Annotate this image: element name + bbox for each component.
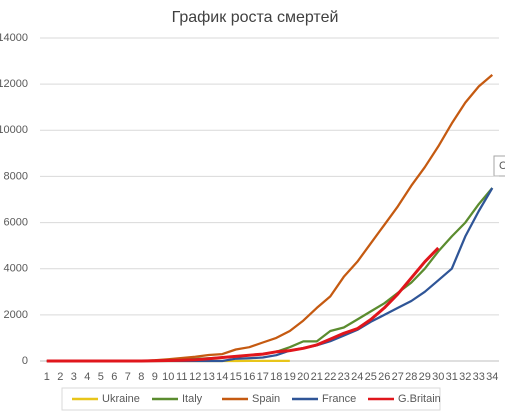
x-tick-label: 16 xyxy=(243,371,255,383)
legend-label: France xyxy=(322,393,356,405)
y-tick-label: 0 xyxy=(22,355,28,367)
x-tick-label: 23 xyxy=(338,371,350,383)
y-tick-label: 8000 xyxy=(4,170,28,182)
x-tick-label: 5 xyxy=(98,371,104,383)
legend-label: G.Britain xyxy=(398,393,441,405)
x-tick-label: 1 xyxy=(44,371,50,383)
series-line xyxy=(46,74,494,363)
x-tick-label: 20 xyxy=(297,371,309,383)
y-tick-label: 4000 xyxy=(4,263,28,275)
legend-box xyxy=(61,387,441,411)
x-tick-label: 28 xyxy=(405,371,417,383)
legend-label: Spain xyxy=(252,393,280,405)
legend-label: Italy xyxy=(182,393,203,405)
y-tick-label: 14000 xyxy=(0,32,28,44)
x-tick-label: 25 xyxy=(365,371,377,383)
x-tick-label: 18 xyxy=(270,371,282,383)
annotation-box xyxy=(493,155,505,177)
x-tick-label: 26 xyxy=(378,371,390,383)
x-tick-label: 34 xyxy=(486,371,498,383)
x-tick-label: 4 xyxy=(84,371,90,383)
x-tick-label: 19 xyxy=(284,371,296,383)
x-tick-label: 13 xyxy=(203,371,215,383)
x-tick-label: 27 xyxy=(392,371,404,383)
x-tick-label: 10 xyxy=(162,371,174,383)
chart-title: График роста смертей xyxy=(172,9,339,26)
x-tick-label: 30 xyxy=(432,371,444,383)
x-tick-label: 32 xyxy=(459,371,471,383)
x-tick-label: 6 xyxy=(111,371,117,383)
x-tick-label: 15 xyxy=(230,371,242,383)
x-tick-label: 2 xyxy=(57,371,63,383)
x-tick-label: 14 xyxy=(216,371,228,383)
x-tick-label: 9 xyxy=(152,371,158,383)
x-tick-label: 3 xyxy=(71,371,77,383)
x-tick-label: 22 xyxy=(324,371,336,383)
x-tick-label: 7 xyxy=(125,371,131,383)
annotation: C xyxy=(499,160,505,172)
y-tick-label: 2000 xyxy=(4,309,28,321)
y-tick-label: 12000 xyxy=(0,78,28,90)
x-tick-label: 33 xyxy=(473,371,485,383)
x-tick-label: 29 xyxy=(419,371,431,383)
series-line xyxy=(46,187,494,363)
x-tick-label: 24 xyxy=(351,371,363,383)
series-line xyxy=(46,246,440,363)
series-line xyxy=(46,187,494,363)
legend-label: Ukraine xyxy=(102,393,140,405)
y-tick-label: 10000 xyxy=(0,124,28,136)
x-tick-label: 11 xyxy=(176,371,187,383)
x-tick-label: 31 xyxy=(446,371,458,383)
x-tick-label: 21 xyxy=(311,371,323,383)
y-tick-label: 6000 xyxy=(4,216,28,228)
x-tick-label: 12 xyxy=(189,371,201,383)
x-tick-label: 17 xyxy=(257,371,269,383)
x-tick-label: 8 xyxy=(138,371,144,383)
